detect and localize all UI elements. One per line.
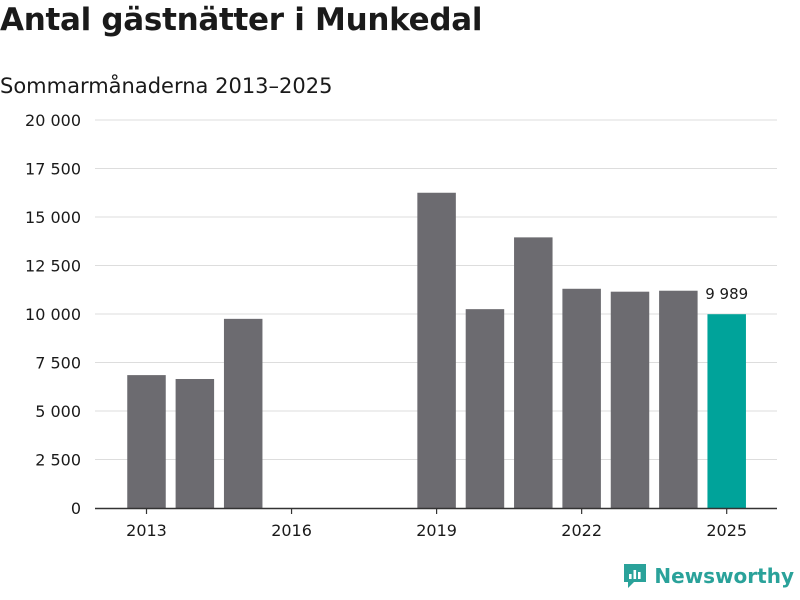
- bar: [562, 288, 601, 508]
- newsworthy-logo: Newsworthy: [622, 562, 794, 590]
- y-tick-label: 2 500: [35, 451, 81, 470]
- y-tick-label: 10 000: [25, 305, 81, 324]
- x-tick-label: 2016: [271, 521, 312, 540]
- newsworthy-logo-icon: [624, 564, 647, 588]
- x-tick-label: 2019: [416, 521, 457, 540]
- y-tick-label: 0: [71, 499, 81, 518]
- bar: [465, 309, 505, 508]
- bar: [514, 237, 553, 508]
- chart-title: Antal gästnätter i Munkedal: [0, 2, 483, 38]
- y-tick-label: 17 500: [25, 160, 81, 179]
- x-tick-label: 2025: [706, 521, 747, 540]
- bar: [707, 314, 746, 508]
- x-tick-label: 2022: [561, 521, 602, 540]
- y-tick-label: 12 500: [25, 257, 81, 276]
- bar: [610, 291, 650, 508]
- data-label: 9 989: [705, 285, 748, 303]
- y-tick-label: 15 000: [25, 208, 81, 227]
- y-tick-label: 20 000: [25, 111, 81, 130]
- bar: [417, 192, 456, 508]
- brand-name: Newsworthy: [654, 564, 794, 588]
- x-tick-label: 2013: [126, 521, 167, 540]
- bar: [223, 318, 263, 508]
- chart-subtitle: Sommarmånaderna 2013–2025: [0, 74, 333, 98]
- bar: [175, 378, 215, 508]
- y-tick-label: 7 500: [35, 354, 81, 373]
- y-tick-label: 5 000: [35, 402, 81, 421]
- bar: [659, 290, 698, 508]
- bar: [127, 375, 166, 508]
